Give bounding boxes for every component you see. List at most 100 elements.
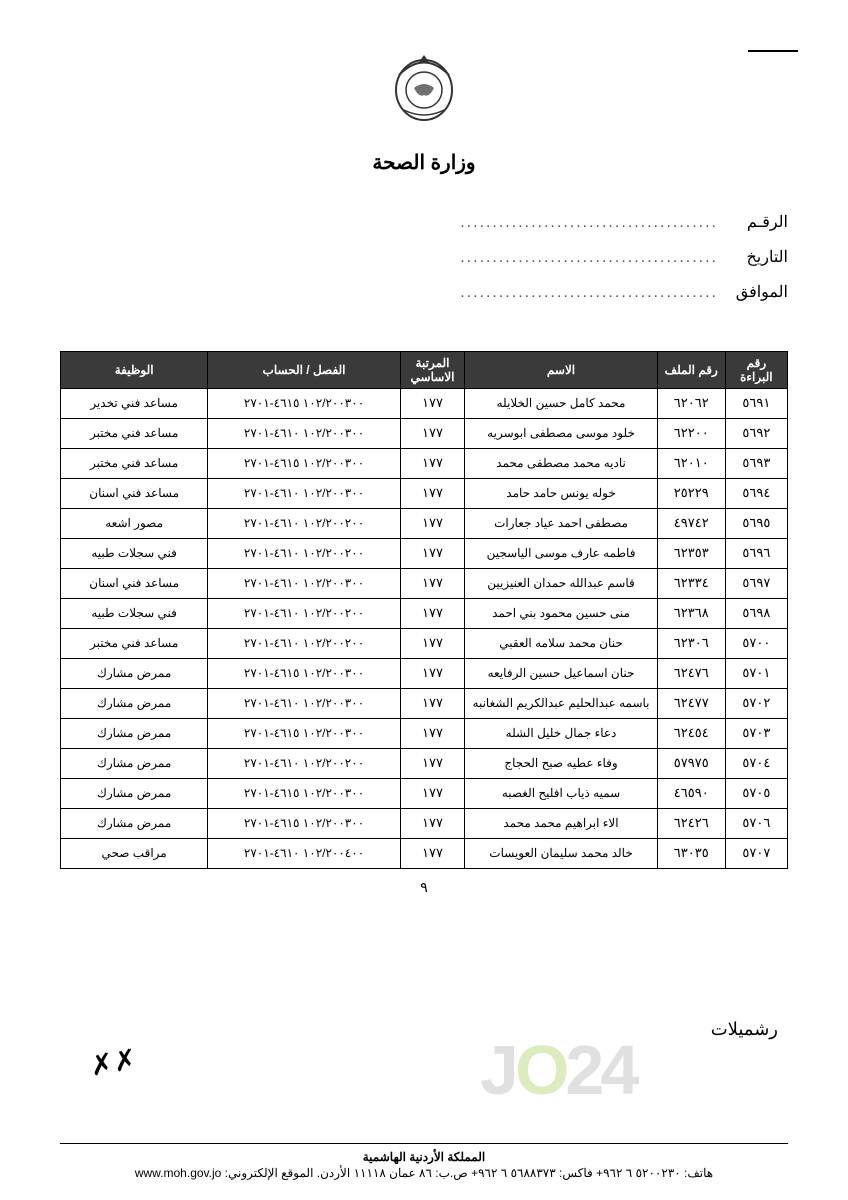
table-cell: خالد محمد سليمان العويسات xyxy=(465,838,658,868)
table-cell: ممرض مشارك xyxy=(61,658,208,688)
table-cell: مساعد فني تخدير xyxy=(61,388,208,418)
header-fields: الرقـم .................................… xyxy=(60,205,788,311)
table-row: ٥٧٠٤٥٧٩٧٥وفاء عطيه صبح الحجاج١٧٧١٠٢/٢٠٠٢… xyxy=(61,748,788,778)
table-cell: ٦٢٠٦٢ xyxy=(657,388,725,418)
table-cell: ١٧٧ xyxy=(400,508,464,538)
table-cell: باسمه عبدالحليم عبدالكريم الشغانبه xyxy=(465,688,658,718)
table-cell: ٥٧٠١ xyxy=(725,658,787,688)
table-cell: ٥٦٩٢ xyxy=(725,418,787,448)
footer-contact: هاتف: ٥٢٠٠٢٣٠ ٦ ٩٦٢+ فاكس: ٥٦٨٨٣٧٣ ٦ ٩٦٢… xyxy=(60,1166,788,1180)
dots-corresponding: ........................................ xyxy=(460,275,718,310)
signature-mark: ✗✗ xyxy=(87,1042,139,1084)
table-cell: ٦٢٣٣٤ xyxy=(657,568,725,598)
table-cell: ٦٣٠٣٥ xyxy=(657,838,725,868)
label-corresponding: الموافق xyxy=(728,275,788,310)
table-cell: ١٧٧ xyxy=(400,388,464,418)
table-cell: ٦٢٤٥٤ xyxy=(657,718,725,748)
table-cell: ١٠٢/٢٠٠٣٠٠ ٤٦١٥-٢٧٠١ xyxy=(208,778,401,808)
table-cell: ١٠٢/٢٠٠٣٠٠ ٤٦١٠-٢٧٠١ xyxy=(208,688,401,718)
table-cell: ٥٧٩٧٥ xyxy=(657,748,725,778)
table-cell: ١٠٢/٢٠٠٢٠٠ ٤٦١٠-٢٧٠١ xyxy=(208,508,401,538)
document-page: وزارة الصحة الرقـم .....................… xyxy=(0,0,848,916)
table-cell: ممرض مشارك xyxy=(61,688,208,718)
table-cell: ١٠٢/٢٠٠٢٠٠ ٤٦١٠-٢٧٠١ xyxy=(208,538,401,568)
data-table: رقم البراءة رقم الملف الاسم المرتبة الاس… xyxy=(60,351,788,869)
table-cell: ممرض مشارك xyxy=(61,778,208,808)
table-cell: ٥٧٠٤ xyxy=(725,748,787,778)
label-number: الرقـم xyxy=(728,205,788,240)
side-signature-text: رشميلات xyxy=(711,1019,778,1040)
table-cell: ١٠٢/٢٠٠٣٠٠ ٤٦١٠-٢٧٠١ xyxy=(208,568,401,598)
table-cell: سميه ذياب افليح الغصبه xyxy=(465,778,658,808)
table-cell: فني سجلات طبيه xyxy=(61,598,208,628)
table-cell: ٥٧٠٦ xyxy=(725,808,787,838)
table-cell: مساعد فني مختبر xyxy=(61,448,208,478)
table-cell: ناديه محمد مصطفى محمد xyxy=(465,448,658,478)
table-row: ٥٦٩٨٦٢٣٦٨منى حسين محمود بني احمد١٧٧١٠٢/٢… xyxy=(61,598,788,628)
table-row: ٥٧٠٧٦٣٠٣٥خالد محمد سليمان العويسات١٧٧١٠٢… xyxy=(61,838,788,868)
table-cell: ٥٦٩٦ xyxy=(725,538,787,568)
table-cell: دعاء جمال خليل الشله xyxy=(465,718,658,748)
table-cell: ١٧٧ xyxy=(400,778,464,808)
table-cell: ٥٧٠٢ xyxy=(725,688,787,718)
table-cell: ١٧٧ xyxy=(400,418,464,448)
table-cell: فاطمه عارف موسى الياسجين xyxy=(465,538,658,568)
table-cell: ١٠٢/٢٠٠٣٠٠ ٤٦١٥-٢٧٠١ xyxy=(208,808,401,838)
table-row: ٥٧٠٢٦٢٤٧٧باسمه عبدالحليم عبدالكريم الشغا… xyxy=(61,688,788,718)
col-header: رقم البراءة xyxy=(725,351,787,388)
table-cell: ١٧٧ xyxy=(400,688,464,718)
table-cell: ١٠٢/٢٠٠٣٠٠ ٤٦١٥-٢٧٠١ xyxy=(208,658,401,688)
table-cell: ٥٦٩٥ xyxy=(725,508,787,538)
col-header: الاسم xyxy=(465,351,658,388)
table-cell: ٥٦٩٨ xyxy=(725,598,787,628)
table-cell: خوله يونس حامد حامد xyxy=(465,478,658,508)
table-cell: ممرض مشارك xyxy=(61,748,208,778)
table-cell: ١٧٧ xyxy=(400,808,464,838)
watermark-logo: JO24 xyxy=(480,1030,635,1110)
table-cell: ٦٢٤٧٦ xyxy=(657,658,725,688)
table-cell: وفاء عطيه صبح الحجاج xyxy=(465,748,658,778)
footer-kingdom: المملكة الأردنية الهاشمية xyxy=(60,1150,788,1164)
table-row: ٥٧٠١٦٢٤٧٦حنان اسماعيل حسين الرفايعه١٧٧١٠… xyxy=(61,658,788,688)
table-cell: ١٠٢/٢٠٠٣٠٠ ٤٦١٠-٢٧٠١ xyxy=(208,478,401,508)
table-cell: ١٧٧ xyxy=(400,568,464,598)
table-cell: ١٧٧ xyxy=(400,478,464,508)
table-cell: ١٠٢/٢٠٠٢٠٠ ٤٦١٠-٢٧٠١ xyxy=(208,748,401,778)
table-cell: منى حسين محمود بني احمد xyxy=(465,598,658,628)
table-cell: مساعد فني مختبر xyxy=(61,628,208,658)
table-cell: ١٧٧ xyxy=(400,658,464,688)
table-cell: ٥٦٩٤ xyxy=(725,478,787,508)
national-emblem xyxy=(60,40,788,140)
table-cell: قاسم عبدالله حمدان العنيزيين xyxy=(465,568,658,598)
table-cell: ١٧٧ xyxy=(400,628,464,658)
table-cell: ١٧٧ xyxy=(400,718,464,748)
table-cell: ١٠٢/٢٠٠٣٠٠ ٤٦١٥-٢٧٠١ xyxy=(208,448,401,478)
table-cell: ٦٢٢٠٠ xyxy=(657,418,725,448)
table-cell: ٦٢٣٦٨ xyxy=(657,598,725,628)
table-row: ٥٧٠٦٦٢٤٢٦الاء ابراهيم محمد محمد١٧٧١٠٢/٢٠… xyxy=(61,808,788,838)
ministry-name: وزارة الصحة xyxy=(60,150,788,175)
table-cell: فني سجلات طبيه xyxy=(61,538,208,568)
col-header: الوظيفة xyxy=(61,351,208,388)
table-row: ٥٧٠٣٦٢٤٥٤دعاء جمال خليل الشله١٧٧١٠٢/٢٠٠٣… xyxy=(61,718,788,748)
table-cell: ١٧٧ xyxy=(400,538,464,568)
table-cell: ١٠٢/٢٠٠٣٠٠ ٤٦١٥-٢٧٠١ xyxy=(208,718,401,748)
table-cell: ١٠٢/٢٠٠٢٠٠ ٤٦١٠-٢٧٠١ xyxy=(208,598,401,628)
table-row: ٥٦٩٣٦٢٠١٠ناديه محمد مصطفى محمد١٧٧١٠٢/٢٠٠… xyxy=(61,448,788,478)
table-cell: ١٧٧ xyxy=(400,748,464,778)
col-header: الفصل / الحساب xyxy=(208,351,401,388)
table-cell: مساعد فني اسنان xyxy=(61,568,208,598)
table-cell: ٤٩٧٤٢ xyxy=(657,508,725,538)
dots-date: ........................................ xyxy=(460,240,718,275)
table-row: ٥٧٠٥٤٦٥٩٠سميه ذياب افليح الغصبه١٧٧١٠٢/٢٠… xyxy=(61,778,788,808)
table-cell: ٥٧٠٧ xyxy=(725,838,787,868)
table-cell: الاء ابراهيم محمد محمد xyxy=(465,808,658,838)
table-header-row: رقم البراءة رقم الملف الاسم المرتبة الاس… xyxy=(61,351,788,388)
table-cell: مراقب صحي xyxy=(61,838,208,868)
table-cell: حنان اسماعيل حسين الرفايعه xyxy=(465,658,658,688)
table-cell: ١٧٧ xyxy=(400,448,464,478)
table-row: ٥٦٩١٦٢٠٦٢محمد كامل حسين الخلايله١٧٧١٠٢/٢… xyxy=(61,388,788,418)
table-cell: ١٠٢/٢٠٠٣٠٠ ٤٦١٥-٢٧٠١ xyxy=(208,388,401,418)
col-header: المرتبة الاساسي xyxy=(400,351,464,388)
table-cell: حنان محمد سلامه العقبي xyxy=(465,628,658,658)
